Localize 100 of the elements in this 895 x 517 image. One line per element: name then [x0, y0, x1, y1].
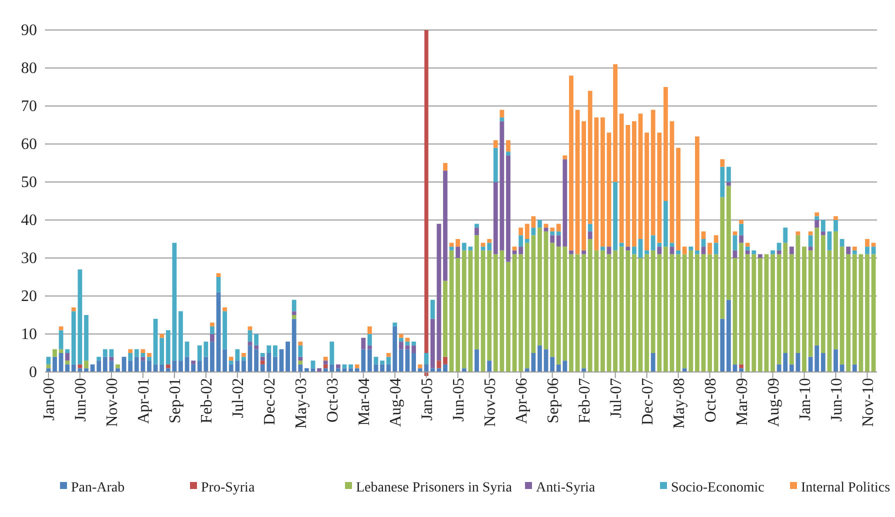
bar — [796, 235, 800, 353]
bar — [582, 368, 586, 372]
bar — [846, 246, 851, 254]
bar — [789, 254, 794, 364]
bar — [235, 349, 240, 361]
bar — [688, 246, 694, 250]
bar — [518, 254, 524, 372]
bar — [430, 300, 435, 319]
bar — [65, 353, 70, 361]
bar — [65, 360, 70, 364]
bar — [191, 364, 196, 372]
bar — [789, 246, 794, 254]
bar — [776, 250, 782, 254]
bar — [367, 326, 372, 334]
bar — [544, 228, 548, 232]
x-tick-label: Apr-01 — [136, 378, 153, 424]
bar — [726, 182, 731, 186]
bar — [600, 117, 605, 247]
x-tick-label: Jan-10 — [796, 378, 814, 421]
bar — [348, 364, 353, 368]
bar — [386, 353, 391, 357]
bar — [739, 235, 744, 243]
x-tick-label: Nov-00 — [104, 378, 122, 427]
bar — [789, 364, 794, 372]
bar — [739, 368, 744, 372]
bar — [178, 360, 183, 372]
bar — [147, 360, 152, 372]
bar — [128, 360, 133, 372]
bar — [550, 235, 555, 243]
bar — [260, 353, 265, 357]
bar — [418, 364, 422, 368]
bar — [701, 254, 706, 372]
x-tick-label: Dec-02 — [262, 378, 279, 426]
bar — [682, 368, 687, 372]
bar — [398, 334, 404, 338]
bar — [323, 364, 328, 368]
bar — [228, 356, 234, 361]
bar — [582, 254, 586, 368]
bar — [210, 326, 214, 334]
bar — [348, 368, 353, 372]
bar — [286, 342, 290, 372]
bar — [676, 148, 680, 250]
bar — [398, 338, 404, 342]
bar — [317, 368, 322, 372]
bar — [248, 330, 252, 342]
bar — [292, 311, 296, 315]
x-tick-label: Oct-08 — [702, 378, 720, 422]
bar — [506, 140, 510, 152]
bar — [852, 364, 857, 372]
bar — [569, 254, 574, 372]
x-tick-label: Nov-05 — [482, 378, 499, 427]
bar — [871, 254, 876, 372]
bar — [398, 349, 404, 372]
bar — [354, 364, 360, 368]
bar — [764, 254, 769, 372]
y-tick-label: 20 — [21, 288, 37, 306]
bar — [71, 364, 76, 372]
bar — [487, 360, 492, 372]
bar — [367, 334, 372, 346]
bar — [380, 360, 384, 364]
bar — [613, 64, 618, 182]
x-tick-label: May-08 — [670, 378, 688, 429]
x-tick-label: Jun-10 — [828, 378, 846, 422]
bar — [140, 356, 146, 361]
bar — [191, 360, 196, 364]
bar — [582, 121, 586, 250]
legend-label: Socio-Economic — [671, 480, 764, 496]
bar — [720, 166, 725, 198]
bar — [783, 228, 788, 243]
bar — [506, 152, 510, 156]
bar — [298, 360, 303, 364]
bar — [569, 250, 574, 254]
bar — [518, 228, 524, 236]
bar — [153, 318, 158, 364]
bar — [52, 349, 57, 357]
bar — [758, 254, 762, 258]
bar — [732, 258, 738, 364]
bar — [430, 368, 435, 372]
bar — [820, 231, 826, 236]
bar — [216, 292, 221, 372]
x-tick-label: Aug-09 — [765, 378, 782, 427]
legend-label: Pro-Syria — [201, 480, 256, 496]
bar — [361, 338, 366, 350]
bar — [834, 220, 838, 232]
bar — [820, 353, 826, 372]
bar — [720, 159, 725, 167]
bar — [714, 242, 718, 254]
bar — [480, 250, 486, 372]
legend-label: Lebanese Prisoners in Syria — [356, 480, 513, 496]
bar — [524, 239, 530, 243]
bar — [506, 262, 510, 372]
bar — [512, 254, 517, 372]
bar — [336, 364, 340, 368]
bar — [480, 246, 486, 250]
bar — [606, 132, 612, 247]
bar — [808, 246, 813, 250]
bar — [739, 242, 744, 364]
bar — [808, 231, 813, 236]
bar — [84, 368, 88, 372]
bar — [443, 356, 448, 364]
